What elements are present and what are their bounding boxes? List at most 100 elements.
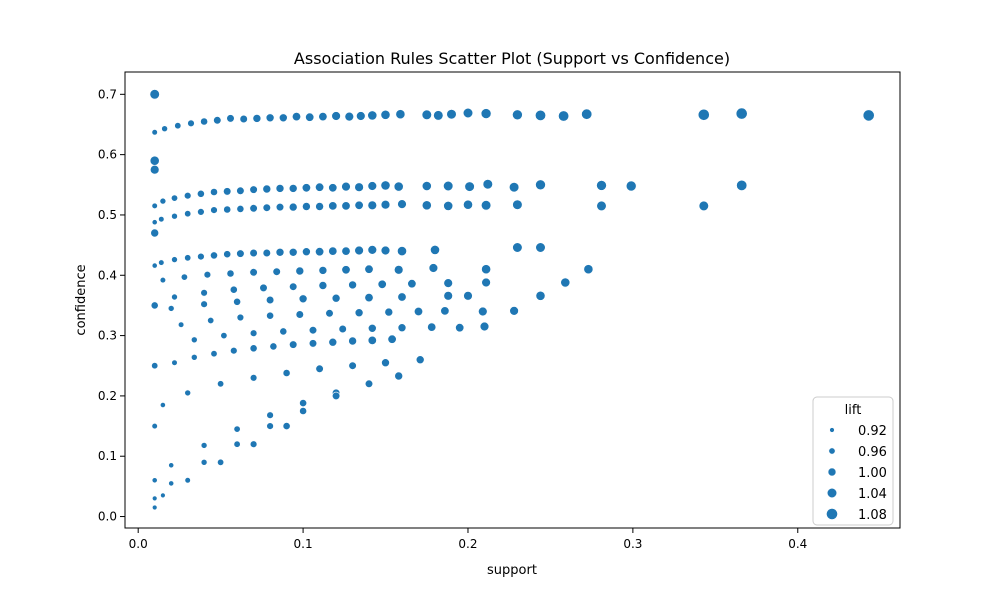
data-point bbox=[159, 197, 167, 205]
data-point bbox=[150, 301, 159, 310]
data-point bbox=[160, 492, 166, 499]
data-point bbox=[328, 201, 338, 211]
data-point bbox=[223, 250, 232, 259]
legend-label: 1.00 bbox=[858, 466, 887, 481]
data-point bbox=[266, 422, 274, 430]
data-point bbox=[210, 206, 218, 214]
data-point bbox=[315, 202, 324, 211]
data-point bbox=[184, 477, 191, 484]
legend-entries: 0.92 0.96 1.00 1.04 1.08 bbox=[826, 424, 887, 523]
legend-marker bbox=[826, 508, 838, 520]
data-point bbox=[288, 202, 298, 212]
data-point bbox=[168, 480, 175, 487]
data-point bbox=[428, 263, 439, 273]
data-point bbox=[348, 336, 357, 346]
data-point bbox=[318, 266, 328, 275]
data-point bbox=[252, 114, 262, 123]
data-point bbox=[150, 228, 159, 238]
data-point bbox=[481, 264, 491, 275]
data-point bbox=[197, 208, 205, 216]
data-point bbox=[266, 311, 274, 320]
data-point bbox=[315, 364, 324, 373]
data-point bbox=[356, 111, 366, 121]
data-point bbox=[275, 184, 285, 193]
data-point bbox=[421, 109, 432, 120]
data-point bbox=[367, 181, 377, 191]
data-point bbox=[262, 203, 271, 212]
data-point bbox=[413, 306, 423, 316]
data-point bbox=[308, 326, 318, 335]
data-point bbox=[171, 212, 178, 220]
data-point bbox=[275, 203, 285, 212]
legend-label: 0.96 bbox=[858, 445, 887, 460]
data-point bbox=[159, 277, 166, 284]
data-point bbox=[249, 204, 258, 213]
legend-marker bbox=[826, 487, 838, 499]
data-point bbox=[328, 337, 338, 347]
data-point bbox=[354, 308, 364, 318]
data-point bbox=[159, 402, 166, 408]
data-point bbox=[158, 216, 165, 223]
data-point bbox=[367, 245, 377, 255]
data-point bbox=[262, 248, 271, 258]
data-point bbox=[249, 185, 258, 194]
data-point bbox=[184, 254, 192, 262]
data-point bbox=[305, 112, 315, 122]
data-point bbox=[440, 306, 450, 316]
data-point bbox=[508, 182, 520, 193]
data-point bbox=[289, 340, 298, 349]
data-point bbox=[331, 111, 341, 121]
data-point bbox=[328, 183, 338, 193]
x-tick-label: 0.2 bbox=[458, 537, 477, 551]
data-point bbox=[367, 110, 378, 121]
data-point bbox=[479, 321, 490, 332]
data-point bbox=[217, 380, 225, 388]
data-point bbox=[236, 186, 245, 195]
data-point bbox=[230, 347, 238, 355]
data-point bbox=[583, 264, 594, 275]
data-point bbox=[151, 362, 159, 370]
data-point bbox=[367, 335, 377, 345]
data-point bbox=[262, 184, 272, 194]
data-point bbox=[266, 295, 275, 305]
data-point bbox=[171, 293, 178, 301]
y-tick-label: 0.6 bbox=[98, 148, 117, 162]
data-point bbox=[397, 292, 407, 302]
data-point bbox=[152, 504, 158, 511]
data-point bbox=[625, 180, 637, 192]
data-point bbox=[151, 262, 158, 269]
x-axis: 0.0 0.1 0.2 0.3 0.4 bbox=[129, 528, 807, 551]
data-point bbox=[239, 114, 248, 124]
data-point bbox=[380, 109, 391, 120]
data-point bbox=[184, 210, 192, 218]
data-point bbox=[427, 322, 437, 332]
data-point bbox=[462, 107, 474, 119]
data-point bbox=[364, 379, 374, 388]
data-point bbox=[512, 109, 523, 121]
data-point bbox=[512, 199, 523, 210]
data-point bbox=[318, 281, 328, 290]
data-point bbox=[184, 389, 191, 397]
data-point bbox=[534, 109, 546, 121]
data-point bbox=[308, 339, 318, 348]
data-point bbox=[171, 359, 178, 366]
data-point bbox=[430, 244, 440, 255]
data-point bbox=[196, 189, 205, 198]
x-tick-label: 0.0 bbox=[129, 537, 148, 551]
data-point bbox=[354, 200, 364, 210]
data-point bbox=[341, 201, 351, 211]
data-point bbox=[266, 411, 274, 419]
data-point bbox=[328, 246, 338, 256]
data-point bbox=[299, 407, 307, 415]
data-point bbox=[443, 291, 453, 301]
data-point bbox=[171, 256, 178, 263]
data-point bbox=[236, 249, 245, 258]
data-point bbox=[171, 194, 179, 202]
data-point bbox=[180, 273, 188, 281]
data-point bbox=[481, 200, 492, 211]
data-point bbox=[367, 200, 377, 211]
data-point bbox=[197, 252, 205, 261]
data-point bbox=[581, 108, 593, 120]
data-point bbox=[344, 111, 354, 122]
